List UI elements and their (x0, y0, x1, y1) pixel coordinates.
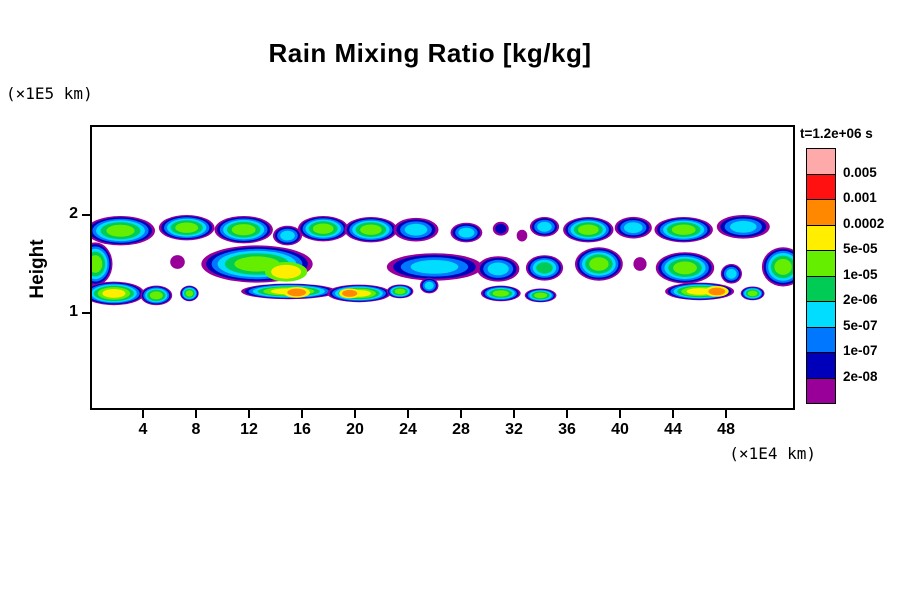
colorbar-cell (806, 352, 836, 379)
x-tick-mark (407, 410, 410, 418)
rain-cell-blob (90, 242, 113, 286)
y-tick-label: 1 (69, 303, 78, 320)
colorbar-level-label: 0.0002 (843, 215, 885, 231)
x-tick-mark (460, 410, 463, 418)
rain-cell-blob (480, 285, 521, 302)
x-tick-label: 40 (611, 421, 629, 438)
colorbar-level-label: 2e-08 (843, 368, 878, 384)
rain-cell-blob (477, 256, 520, 282)
rain-cell-blob (525, 255, 564, 281)
x-tick-label: 32 (505, 421, 523, 438)
rain-cell-blob (524, 288, 557, 303)
colorbar-level-label: 5e-07 (843, 317, 878, 333)
x-tick-label: 44 (664, 421, 682, 438)
plot-area (90, 125, 795, 410)
rain-cell-blob (264, 262, 308, 282)
colorbar-level-label: 2e-06 (843, 292, 878, 307)
colorbar-cell (806, 326, 836, 353)
rain-cell-blob (720, 264, 743, 284)
rain-cell-blob (393, 217, 439, 242)
x-tick-mark (566, 410, 569, 418)
rain-cell-blob (158, 215, 215, 241)
rain-cell-blob (180, 285, 199, 302)
colorbar (806, 148, 836, 405)
rain-cell-blob (704, 286, 729, 297)
x-tick-mark (142, 410, 144, 418)
y-axis-unit-label: (×1E5 km) (6, 84, 93, 103)
plot-frame (90, 125, 795, 410)
rain-cell-blob (450, 222, 483, 243)
y-axis-title: Height (27, 239, 48, 299)
rain-cell-blob (339, 288, 361, 299)
colorbar-level-label: 5e-05 (843, 241, 878, 256)
rain-cell-blob (563, 217, 614, 243)
rain-cell-blob (575, 247, 623, 281)
x-tick-label: 36 (558, 421, 576, 438)
x-tick-mark (301, 410, 304, 418)
rain-cell-blob (214, 216, 273, 244)
x-tick-mark (672, 410, 675, 418)
x-tick-mark (725, 410, 728, 418)
rain-cell-blob (529, 217, 560, 237)
colorbar-level-label: 1e-07 (843, 343, 878, 358)
rain-cell-blob (272, 225, 303, 246)
rain-cell-blob (516, 229, 528, 242)
x-tick-mark (195, 410, 197, 418)
colorbar-cell (806, 250, 836, 277)
colorbar-cell (806, 301, 836, 328)
rain-cell-blob (386, 284, 414, 299)
rain-cell-blob (492, 221, 509, 236)
rain-cell-blob (386, 253, 483, 281)
rain-cell-blob (655, 252, 715, 284)
y-tick-label: 2 (69, 205, 78, 222)
colorbar-cell (806, 377, 836, 404)
x-tick-label: 28 (452, 421, 470, 438)
colorbar-cell (806, 275, 836, 302)
colorbar-level-label: 1e-05 (843, 266, 878, 282)
x-tick-label: 20 (346, 421, 364, 438)
x-tick-mark (513, 410, 516, 418)
contour-plot (90, 125, 795, 410)
rain-cell-blob (761, 247, 795, 287)
rain-cell-blob (740, 286, 765, 301)
colorbar-time-label: t=1.2e+06 s (800, 126, 873, 141)
x-axis-unit-label: (×1E4 km) (729, 444, 816, 463)
rain-cell-blob (614, 216, 652, 239)
colorbar-level-label: 0.001 (843, 190, 877, 205)
x-tick-label: 24 (399, 421, 417, 438)
rain-cell-blob (419, 277, 439, 294)
rain-cell-blob (716, 215, 770, 239)
x-tick-label: 16 (293, 421, 311, 438)
colorbar-cell (806, 173, 836, 200)
y-tick-mark (82, 214, 90, 216)
x-tick-mark (619, 410, 622, 418)
rain-cell-blob (344, 217, 398, 243)
x-tick-label: 12 (240, 421, 258, 438)
x-tick-label: 48 (717, 421, 735, 438)
y-tick-mark (82, 312, 90, 314)
rain-cell-blob (633, 257, 647, 271)
x-tick-label: 4 (138, 421, 148, 438)
rain-cell-blob (654, 217, 713, 243)
colorbar-cell (806, 148, 836, 175)
x-tick-label: 8 (191, 421, 201, 438)
x-tick-mark (248, 410, 251, 418)
rain-cell-blob (298, 216, 349, 242)
rain-cell-blob (283, 287, 310, 298)
rain-cell-blob (90, 216, 155, 246)
chart-title: Rain Mixing Ratio [kg/kg] (268, 38, 592, 68)
rain-cell-blob (170, 255, 185, 269)
rain-cell-blob (140, 285, 173, 306)
rain-cell-blob (90, 281, 145, 306)
colorbar-level-label: 0.005 (843, 164, 877, 180)
colorbar-cell (806, 224, 836, 251)
x-tick-mark (354, 410, 357, 418)
colorbar-cell (806, 199, 836, 226)
